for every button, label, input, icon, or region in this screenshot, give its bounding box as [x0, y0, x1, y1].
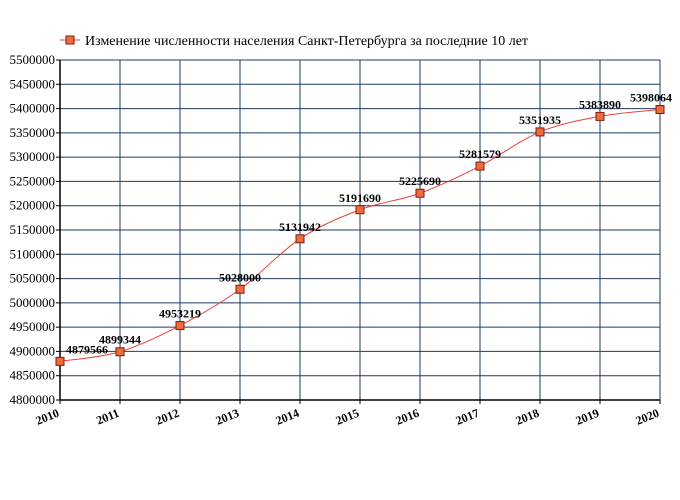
y-tick-label: 5150000 — [10, 222, 56, 237]
data-point — [355, 205, 365, 215]
data-point — [115, 347, 125, 357]
x-tick-label: 2010 — [34, 406, 61, 428]
data-label: 4899344 — [99, 333, 141, 347]
x-tick-label: 2020 — [634, 406, 661, 428]
data-point — [235, 284, 245, 294]
data-label: 4953219 — [159, 307, 201, 321]
x-tick-label: 2015 — [334, 406, 361, 428]
data-label: 5191690 — [339, 191, 381, 205]
x-tick-label: 2018 — [514, 406, 541, 428]
y-axis-ticks: 4800000 4850000 4900000 4950000 5000000 50500… — [10, 52, 60, 407]
data-point — [175, 321, 185, 331]
y-tick-label: 4950000 — [10, 319, 56, 334]
x-tick-label: 2017 — [454, 406, 481, 428]
legend-marker-swatch — [65, 35, 75, 45]
x-tick-label: 2014 — [274, 406, 301, 428]
legend-entry: Изменение численности населения Санкт-Пе… — [85, 34, 528, 49]
data-label: 5028000 — [219, 270, 261, 284]
data-point — [475, 161, 485, 171]
x-axis-ticks: 2010 2011 2012 2013 2014 2015 2016 2017 2018 2019… — [34, 400, 661, 428]
data-point — [595, 111, 605, 121]
data-label: 5225690 — [399, 174, 441, 188]
data-label: 5281579 — [459, 147, 501, 161]
y-tick-label: 5000000 — [10, 295, 56, 310]
data-label: 5398064 — [630, 91, 672, 105]
data-label: 5351935 — [519, 113, 561, 127]
data-label: 5131942 — [279, 220, 321, 234]
y-tick-label: 5450000 — [10, 76, 56, 91]
y-tick-label: 5250000 — [10, 173, 56, 188]
y-tick-label: 5350000 — [10, 125, 56, 140]
y-tick-label: 5050000 — [10, 271, 56, 286]
grid — [59, 59, 661, 401]
data-label: 5383890 — [579, 97, 621, 111]
x-tick-label: 2011 — [94, 406, 121, 428]
y-tick-label: 4800000 — [10, 392, 56, 407]
y-tick-label: 5100000 — [10, 246, 56, 261]
data-label: 4879566 — [66, 342, 108, 356]
y-tick-label: 5200000 — [10, 198, 56, 213]
data-point — [295, 234, 305, 244]
x-tick-label: 2012 — [154, 406, 181, 428]
y-tick-label: 5400000 — [10, 101, 56, 116]
y-tick-label: 4850000 — [10, 368, 56, 383]
y-tick-label: 4900000 — [10, 343, 56, 358]
data-point — [535, 127, 545, 137]
x-tick-label: 2016 — [394, 406, 421, 428]
x-tick-label: 2019 — [574, 406, 601, 428]
y-tick-label: 5500000 — [10, 52, 56, 67]
data-point — [55, 356, 65, 366]
x-tick-label: 2013 — [214, 406, 241, 428]
data-point — [655, 105, 665, 115]
data-point — [415, 188, 425, 198]
y-tick-label: 5300000 — [10, 149, 56, 164]
legend: Изменение численности населения Санкт-Пе… — [60, 34, 528, 49]
